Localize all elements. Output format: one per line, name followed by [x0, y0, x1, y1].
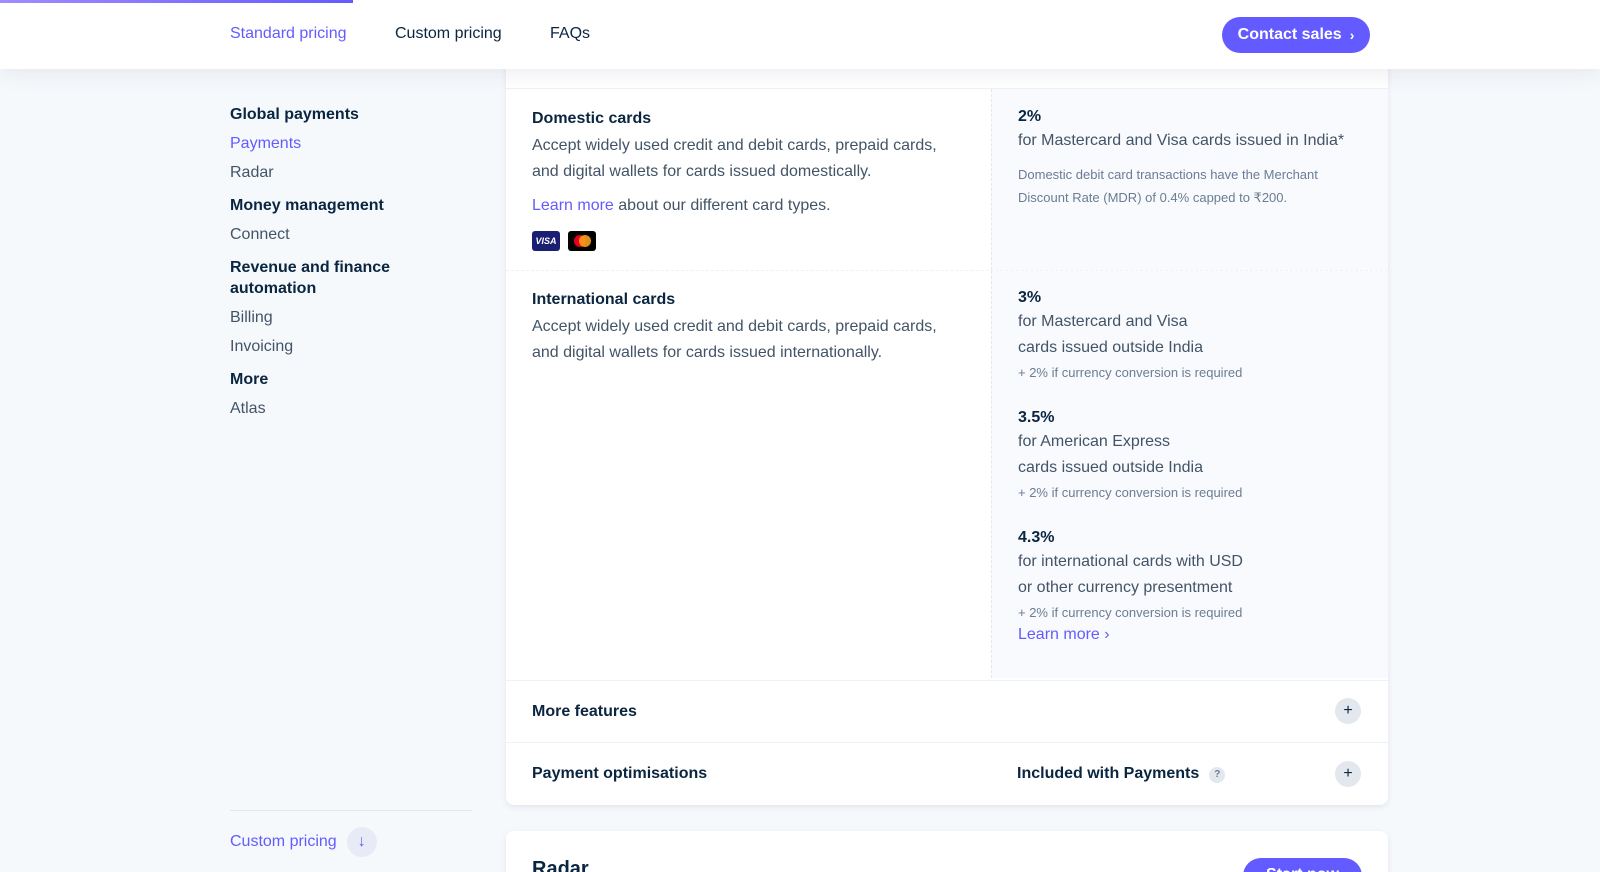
help-icon[interactable]: ? — [1209, 767, 1226, 783]
domestic-rate: 2% — [1018, 108, 1042, 125]
start-now-button[interactable]: Start now — [1243, 858, 1362, 872]
sidebar-item-atlas[interactable]: Atlas — [230, 400, 266, 417]
included-with-payments: Included with Payments? — [1017, 763, 1226, 785]
payments-pricing-card: Domestic cards Accept widely used credit… — [506, 60, 1388, 805]
sidebar-heading: Revenue and finance automation — [230, 259, 391, 297]
rate-line: for Mastercard and Visa — [1018, 313, 1188, 330]
sidebar-item-billing[interactable]: Billing — [230, 309, 273, 326]
scroll-progress-bar — [0, 0, 353, 3]
learn-more-label: Learn more — [1018, 626, 1100, 643]
divider — [506, 680, 1388, 681]
sidebar-group-global-payments: Global payments Payments Radar — [230, 104, 470, 183]
rate-block: 3% for Mastercard and Visa cards issued … — [1018, 287, 1362, 384]
sidebar-heading: Global payments — [230, 106, 359, 123]
rate-block: 4.3% for international cards with USD or… — [1018, 527, 1362, 624]
sidebar: Global payments Payments Radar Money man… — [230, 104, 470, 431]
domestic-cards-title: Domestic cards — [532, 110, 652, 127]
sidebar-item-invoicing[interactable]: Invoicing — [230, 338, 294, 355]
domestic-rate-description: for Mastercard and Visa cards issued in … — [1018, 132, 1345, 149]
sidebar-item-radar[interactable]: Radar — [230, 164, 274, 181]
payment-optimisations-title: Payment optimisations — [532, 765, 708, 782]
top-nav: Standard pricing Custom pricing FAQs Con… — [0, 0, 1600, 69]
payment-optimisations-row[interactable]: Payment optimisations Included with Paym… — [506, 743, 1388, 805]
rate-value: 3% — [1018, 289, 1042, 306]
divider — [506, 742, 1388, 743]
international-cards-title: International cards — [532, 291, 676, 308]
rate-line: or other currency presentment — [1018, 579, 1233, 596]
contact-sales-label: Contact sales — [1237, 26, 1342, 43]
card-types-text: Learn more about our different card type… — [532, 193, 965, 219]
chevron-right-icon: › — [1104, 626, 1110, 643]
rate-note: + 2% if currency conversion is required — [1018, 365, 1243, 380]
card-brand-badges: VISA — [532, 231, 965, 251]
rate-line: for American Express — [1018, 433, 1171, 450]
international-learn-more-link[interactable]: Learn more › — [1018, 626, 1362, 644]
divider — [506, 88, 1388, 89]
rate-note: + 2% if currency conversion is required — [1018, 485, 1243, 500]
contact-sales-button[interactable]: Contact sales › — [1222, 17, 1370, 53]
sidebar-heading: More — [230, 371, 269, 388]
visa-icon: VISA — [532, 231, 560, 251]
sidebar-group-more: More Atlas — [230, 369, 470, 419]
sidebar-group-revenue: Revenue and finance automation Billing I… — [230, 257, 470, 357]
learn-more-link[interactable]: Learn more — [532, 197, 614, 214]
domestic-cards-description: Accept widely used credit and debit card… — [532, 137, 937, 180]
nav-custom-pricing[interactable]: Custom pricing — [395, 25, 502, 42]
sidebar-item-connect[interactable]: Connect — [230, 226, 290, 243]
international-cards-description: Accept widely used credit and debit card… — [532, 318, 937, 361]
included-label: Included with Payments — [1017, 765, 1200, 782]
domestic-cards-row: Domestic cards Accept widely used credit… — [506, 89, 1388, 270]
divider — [506, 270, 1388, 271]
rate-line: for international cards with USD — [1018, 553, 1243, 570]
mastercard-icon — [568, 231, 596, 251]
rate-line: cards issued outside India — [1018, 459, 1203, 476]
custom-pricing-label: Custom pricing — [230, 833, 337, 850]
nav-standard-pricing[interactable]: Standard pricing — [230, 25, 347, 42]
sidebar-custom-pricing-link[interactable]: Custom pricing ↓ — [230, 810, 472, 857]
more-features-title: More features — [532, 703, 637, 720]
rate-value: 4.3% — [1018, 529, 1055, 546]
rate-line: cards issued outside India — [1018, 339, 1203, 356]
domestic-mdr-note: Domestic debit card transactions have th… — [1018, 167, 1318, 205]
rate-block: 3.5% for American Express cards issued o… — [1018, 407, 1362, 504]
sidebar-heading: Money management — [230, 197, 384, 214]
plus-icon[interactable]: + — [1335, 698, 1361, 724]
sidebar-group-money-management: Money management Connect — [230, 195, 470, 245]
more-features-row[interactable]: More features + — [506, 681, 1388, 742]
radar-card: Radar Start now — [506, 831, 1388, 872]
nav-faqs[interactable]: FAQs — [550, 25, 591, 42]
card-types-suffix: about our different card types. — [613, 197, 831, 214]
rate-value: 3.5% — [1018, 409, 1055, 426]
international-cards-row: International cards Accept widely used c… — [506, 271, 1388, 678]
sidebar-item-payments[interactable]: Payments — [230, 135, 302, 152]
plus-icon[interactable]: + — [1335, 761, 1361, 787]
chevron-right-icon: › — [1349, 27, 1355, 43]
arrow-down-icon: ↓ — [346, 827, 377, 857]
radar-title: Radar — [532, 858, 589, 872]
rate-note: + 2% if currency conversion is required — [1018, 605, 1243, 620]
